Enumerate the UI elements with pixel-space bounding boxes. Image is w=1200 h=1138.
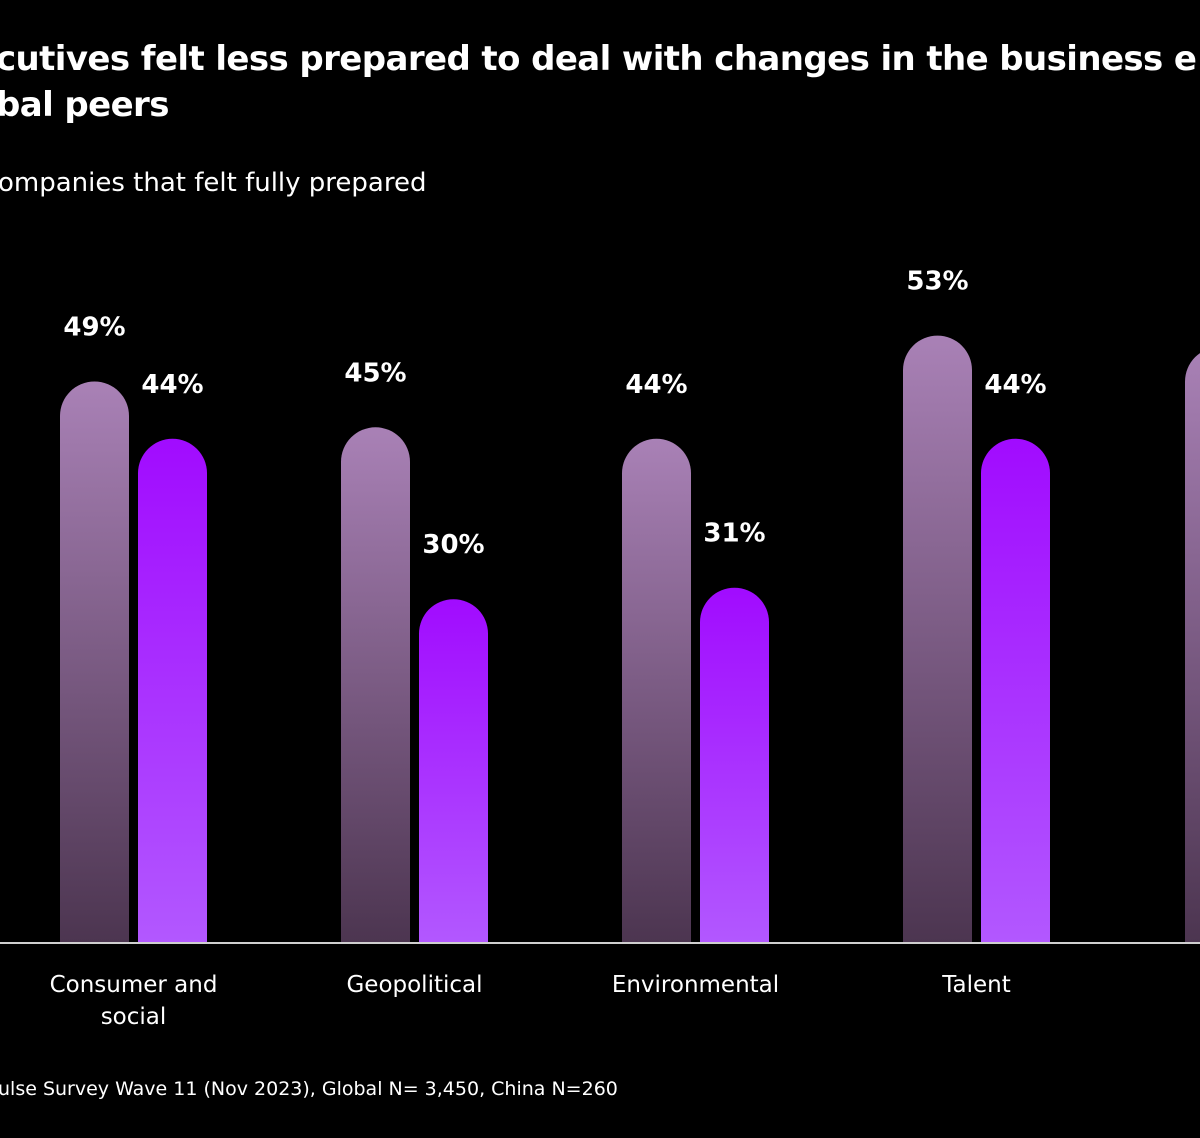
value-label-china-0: 44%: [141, 370, 203, 400]
category-label-0-line-1: social: [101, 1004, 167, 1030]
chart-title: cutives felt less prepared to deal with …: [0, 36, 1200, 128]
category-label-2: Environmental: [612, 972, 779, 998]
bar-china-3: [981, 438, 1050, 943]
bar-global-1: [341, 427, 410, 943]
bar-global-4: [1185, 353, 1200, 943]
value-labels-group: 49%45%44%53%544%30%31%44%: [63, 267, 1046, 561]
chart-title-line-2: bal peers: [0, 85, 169, 125]
value-label-global-2: 44%: [625, 370, 687, 400]
bar-global-3: [903, 335, 972, 943]
category-label-3: Talent: [941, 972, 1010, 998]
bar-global-2: [622, 438, 691, 943]
chart-title-line-1: cutives felt less prepared to deal with …: [0, 39, 1197, 79]
chart-subtitle: ompanies that felt fully prepared: [0, 168, 427, 198]
value-label-global-0: 49%: [63, 312, 125, 342]
category-label-3-line-0: Talent: [941, 972, 1010, 998]
value-label-china-1: 30%: [422, 530, 484, 560]
category-label-2-line-0: Environmental: [612, 972, 779, 998]
category-label-1-line-0: Geopolitical: [346, 972, 482, 998]
bars-group: [60, 335, 1200, 944]
bar-china-2: [700, 587, 769, 943]
category-label-0-line-0: Consumer and: [50, 972, 218, 998]
bar-china-0: [138, 438, 207, 943]
value-label-global-3: 53%: [906, 267, 968, 297]
value-label-global-1: 45%: [344, 358, 406, 388]
bar-china-1: [419, 599, 488, 943]
category-labels-group: Consumer and social Geopolitical Environmen…: [50, 972, 1011, 1030]
category-label-0: Consumer and social: [50, 972, 218, 1030]
value-label-china-3: 44%: [984, 370, 1046, 400]
source-note: ulse Survey Wave 11 (Nov 2023), Global N…: [0, 1078, 618, 1100]
bar-global-0: [60, 381, 129, 944]
value-label-china-2: 31%: [703, 519, 765, 549]
category-label-1: Geopolitical: [346, 972, 482, 998]
